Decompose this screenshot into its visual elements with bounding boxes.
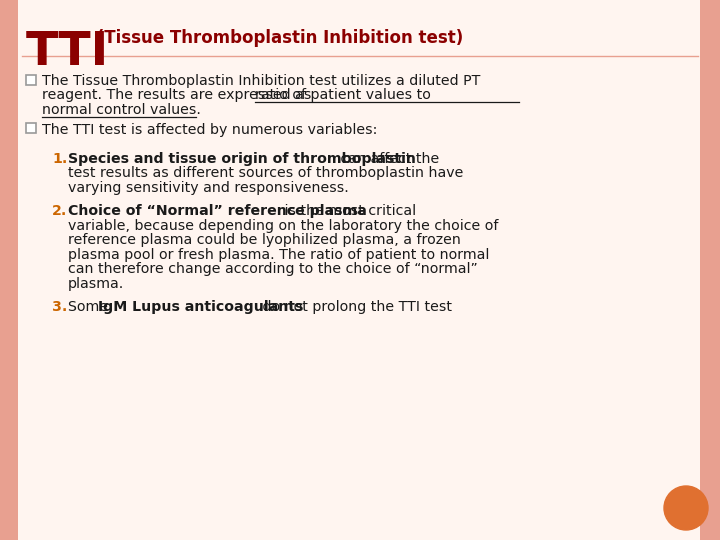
Text: plasma pool or fresh plasma. The ratio of patient to normal: plasma pool or fresh plasma. The ratio o…: [68, 248, 490, 262]
Text: can therefore change according to the choice of “normal”: can therefore change according to the ch…: [68, 262, 478, 276]
Text: 1.: 1.: [52, 152, 68, 166]
Text: IgM Lupus anticoagulants: IgM Lupus anticoagulants: [98, 300, 303, 314]
Text: reference plasma could be lyophilized plasma, a frozen: reference plasma could be lyophilized pl…: [68, 233, 461, 247]
Circle shape: [664, 486, 708, 530]
Text: TTI: TTI: [26, 30, 109, 75]
Text: Choice of “Normal” reference plasma: Choice of “Normal” reference plasma: [68, 204, 367, 218]
Text: varying sensitivity and responsiveness.: varying sensitivity and responsiveness.: [68, 181, 348, 195]
Text: 2.: 2.: [52, 204, 68, 218]
Text: (Tissue Thromboplastin Inhibition test): (Tissue Thromboplastin Inhibition test): [91, 29, 463, 47]
Text: can affect the: can affect the: [336, 152, 439, 166]
Text: normal control values.: normal control values.: [42, 103, 201, 117]
Text: is the most critical: is the most critical: [280, 204, 416, 218]
Text: 3.: 3.: [52, 300, 68, 314]
Text: The TTI test is affected by numerous variables:: The TTI test is affected by numerous var…: [42, 123, 377, 137]
Bar: [26, 75, 36, 85]
Text: ratio of patient values to: ratio of patient values to: [255, 89, 431, 103]
Text: do not prolong the TTI test: do not prolong the TTI test: [258, 300, 452, 314]
Text: variable, because depending on the laboratory the choice of: variable, because depending on the labor…: [68, 219, 498, 233]
Text: test results as different sources of thromboplastin have: test results as different sources of thr…: [68, 166, 464, 180]
Text: reagent. The results are expressed as: reagent. The results are expressed as: [42, 89, 316, 103]
Bar: [26, 123, 36, 133]
Text: Some: Some: [68, 300, 112, 314]
Bar: [0, 0, 18, 540]
Bar: [700, 0, 720, 540]
Text: Species and tissue origin of thromboplastin: Species and tissue origin of thromboplas…: [68, 152, 416, 166]
Text: plasma.: plasma.: [68, 276, 125, 291]
Text: The Tissue Thromboplastin Inhibition test utilizes a diluted PT: The Tissue Thromboplastin Inhibition tes…: [42, 74, 480, 88]
